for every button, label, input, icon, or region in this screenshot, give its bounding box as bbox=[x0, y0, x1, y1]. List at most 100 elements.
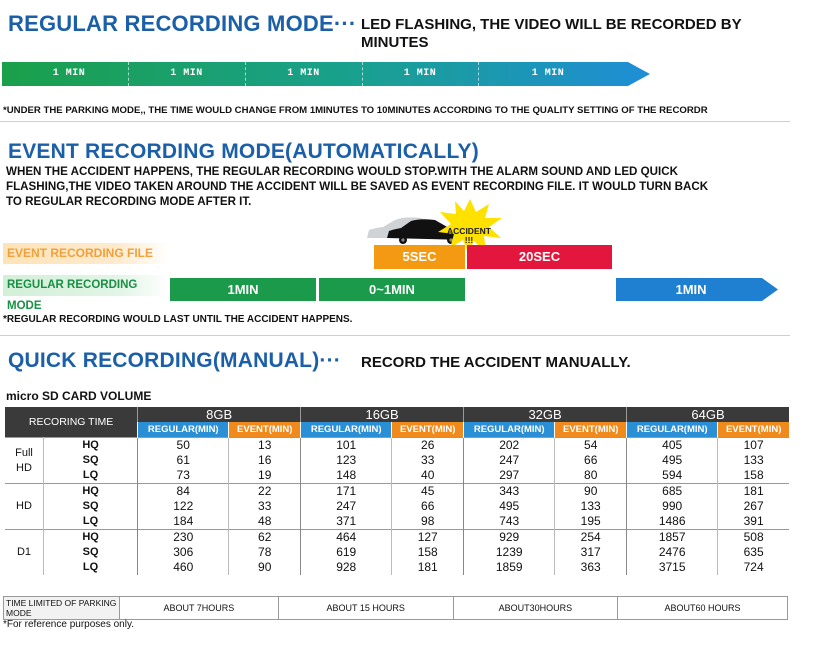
regular-minutes-cell: 405 bbox=[626, 437, 718, 453]
quality-label: HQ bbox=[43, 483, 138, 499]
regular-minutes-cell: 297 bbox=[463, 468, 555, 484]
event-minutes-cell: 267 bbox=[717, 499, 789, 514]
resolution-label-line: D1 bbox=[16, 546, 32, 558]
event-minutes-cell: 181 bbox=[391, 560, 464, 575]
event-title: EVENT RECORDING MODE(AUTOMATICALLY) bbox=[8, 140, 479, 163]
regular-minutes-cell: 371 bbox=[300, 514, 392, 530]
event-minutes-cell: 508 bbox=[717, 529, 789, 545]
timeline-segment-label: 1 MIN bbox=[403, 68, 437, 79]
subheader-event: EVENT(MIN) bbox=[391, 422, 464, 438]
regular-minutes-cell: 101 bbox=[300, 437, 392, 453]
regular-subtitle: LED FLASHING, THE VIDEO WILL BE RECORDED… bbox=[361, 16, 781, 52]
event-minutes-cell: 98 bbox=[391, 514, 464, 530]
subheader-regular: REGULAR(MIN) bbox=[300, 422, 392, 438]
regular-0-1min-box: 0~1MIN bbox=[319, 278, 465, 301]
regular-1min-box: 1MIN bbox=[170, 278, 316, 301]
event-minutes-cell: 133 bbox=[554, 499, 627, 514]
capacity-header: 64GB bbox=[626, 407, 789, 422]
regular-minutes-cell: 2476 bbox=[626, 545, 718, 560]
table-row: SQ 122 33 247 66 495 133 990 267 bbox=[5, 499, 789, 514]
accident-burst-icon bbox=[438, 199, 502, 253]
event-minutes-cell: 158 bbox=[391, 545, 464, 560]
event-minutes-cell: 195 bbox=[554, 514, 627, 530]
event-minutes-cell: 13 bbox=[228, 437, 301, 453]
event-minutes-cell: 363 bbox=[554, 560, 627, 575]
regular-minutes-cell: 928 bbox=[300, 560, 392, 575]
capacity-header: 16GB bbox=[300, 407, 464, 422]
event-minutes-cell: 90 bbox=[228, 560, 301, 575]
timeline-tick bbox=[478, 62, 479, 86]
event-5sec-box: 5SEC bbox=[374, 245, 465, 269]
resolution-label: D1 bbox=[5, 529, 44, 575]
resolution-label-line: HD bbox=[16, 461, 32, 474]
event-minutes-cell: 33 bbox=[391, 453, 464, 468]
regular-minutes-cell: 495 bbox=[463, 499, 555, 514]
regular-minutes-cell: 1486 bbox=[626, 514, 718, 530]
regular-minutes-cell: 123 bbox=[300, 453, 392, 468]
timeline-segment-label: 1 MIN bbox=[52, 68, 86, 79]
regular-note: *UNDER THE PARKING MODE,, THE TIME WOULD… bbox=[3, 105, 708, 116]
quick-subtitle: RECORD THE ACCIDENT MANUALLY. bbox=[361, 354, 631, 371]
resolution-label: HD bbox=[5, 483, 44, 530]
regular-minutes-cell: 343 bbox=[463, 483, 555, 499]
regular-minutes-cell: 148 bbox=[300, 468, 392, 484]
regular-minutes-cell: 50 bbox=[137, 437, 229, 453]
event-minutes-cell: 254 bbox=[554, 529, 627, 545]
event-minutes-cell: 19 bbox=[228, 468, 301, 484]
event-minutes-cell: 635 bbox=[717, 545, 789, 560]
event-minutes-cell: 181 bbox=[717, 483, 789, 499]
quality-label: HQ bbox=[43, 437, 138, 453]
regular-minutes-cell: 929 bbox=[463, 529, 555, 545]
timeline-segment-label: 1 MIN bbox=[287, 68, 320, 79]
parking-label: TIME LIMITED OF PARKING MODE bbox=[3, 596, 120, 620]
regular-minutes-cell: 122 bbox=[137, 499, 229, 514]
timeline-tick bbox=[245, 62, 246, 86]
quality-label: LQ bbox=[82, 515, 99, 527]
regular-minutes-cell: 1239 bbox=[463, 545, 555, 560]
subheader-event: EVENT(MIN) bbox=[717, 422, 789, 438]
regular-minutes-cell: 202 bbox=[463, 437, 555, 453]
event-desc-line: TO REGULAR RECORDING MODE AFTER IT. bbox=[6, 195, 252, 208]
accident-label: ACCIDENT bbox=[447, 226, 491, 236]
timeline-segment-label: 1 MIN bbox=[170, 68, 203, 79]
regular-resume-arrow bbox=[616, 278, 778, 301]
parking-table: TIME LIMITED OF PARKING MODE ABOUT 7HOUR… bbox=[3, 596, 788, 620]
legend-regular-mode: REGULAR RECORDING MODE bbox=[3, 275, 169, 312]
subheader-regular: REGULAR(MIN) bbox=[626, 422, 718, 438]
divider bbox=[0, 335, 790, 336]
event-minutes-cell: 158 bbox=[717, 468, 789, 484]
timeline-tick bbox=[128, 62, 129, 86]
table-caption: micro SD CARD VOLUME bbox=[6, 389, 152, 403]
subheader-regular: REGULAR(MIN) bbox=[463, 422, 555, 438]
regular-minutes-cell: 594 bbox=[626, 468, 718, 484]
event-minutes-cell: 90 bbox=[554, 483, 627, 499]
event-minutes-cell: 48 bbox=[228, 514, 301, 530]
quality-label: SQ bbox=[82, 500, 99, 512]
quality-label: LQ bbox=[82, 561, 99, 573]
table-body: Full HD HQ 50 13 101 26 202 54 405 107 SQ 61 16 123 33 2… bbox=[5, 437, 789, 575]
event-minutes-cell: 62 bbox=[228, 529, 301, 545]
parking-value: ABOUT 15 HOURS bbox=[277, 596, 454, 620]
subheader-event: EVENT(MIN) bbox=[554, 422, 627, 438]
regular-timeline-bar bbox=[2, 62, 650, 86]
subheader-regular: REGULAR(MIN) bbox=[137, 422, 229, 438]
event-minutes-cell: 391 bbox=[717, 514, 789, 530]
quality-label: SQ bbox=[82, 546, 99, 558]
table-row: SQ 61 16 123 33 247 66 495 133 bbox=[5, 453, 789, 468]
event-desc-line: WHEN THE ACCIDENT HAPPENS, THE REGULAR R… bbox=[6, 165, 679, 178]
resolution-label: Full HD bbox=[5, 437, 44, 484]
regular-minutes-cell: 184 bbox=[137, 514, 229, 530]
event-minutes-cell: 54 bbox=[554, 437, 627, 453]
event-minutes-cell: 26 bbox=[391, 437, 464, 453]
subheader-event: EVENT(MIN) bbox=[228, 422, 301, 438]
event-minutes-cell: 45 bbox=[391, 483, 464, 499]
regular-minutes-cell: 247 bbox=[463, 453, 555, 468]
event-desc-line: FLASHING,THE VIDEO TAKEN AROUND THE ACCI… bbox=[6, 180, 709, 193]
event-minutes-cell: 78 bbox=[228, 545, 301, 560]
regular-minutes-cell: 743 bbox=[463, 514, 555, 530]
event-minutes-cell: 133 bbox=[717, 453, 789, 468]
regular-title: REGULAR RECORDING MODE··· bbox=[8, 11, 357, 36]
regular-minutes-cell: 73 bbox=[137, 468, 229, 484]
regular-minutes-cell: 685 bbox=[626, 483, 718, 499]
table-row: Full HD HQ 50 13 101 26 202 54 405 107 bbox=[5, 437, 789, 484]
